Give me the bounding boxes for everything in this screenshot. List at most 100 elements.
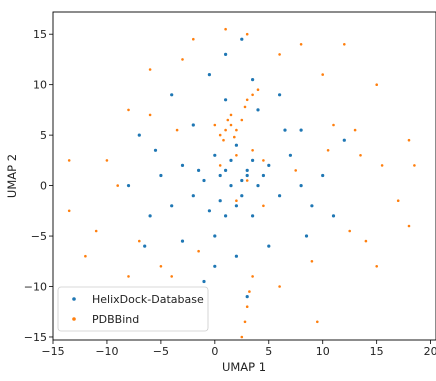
pdbbind-point-58 [116, 184, 119, 187]
helixdock-point-34 [299, 128, 303, 132]
x-tick-label: 15 [370, 345, 384, 358]
x-tick-label: 20 [424, 345, 436, 358]
helixdock-point-11 [278, 194, 282, 198]
helixdock-point-22 [224, 98, 228, 102]
helixdock-point-6 [256, 184, 260, 188]
helixdock-point-23 [191, 123, 195, 127]
helixdock-point-2 [240, 194, 244, 198]
helixdock-point-30 [278, 93, 282, 97]
pdbbind-point-45 [343, 43, 346, 46]
pdbbind-point-62 [148, 113, 152, 117]
helixdock-point-5 [213, 153, 217, 157]
helixdock-point-42 [240, 37, 244, 41]
helixdock-point-20 [148, 214, 152, 218]
helixdock-point-27 [251, 78, 255, 82]
helixdock-point-25 [234, 254, 238, 258]
pdbbind-point-43 [299, 43, 303, 46]
pdbbind-point-15 [251, 149, 254, 152]
y-tick-label: 10 [33, 79, 47, 92]
pdbbind-point-20 [262, 204, 265, 208]
helixdock-point-36 [202, 279, 206, 284]
pdbbind-point-22 [248, 290, 251, 293]
helixdock-point-47 [229, 158, 233, 162]
pdbbind-point-16 [262, 159, 265, 162]
helixdock-point-29 [170, 93, 174, 97]
pdbbind-point-1 [229, 123, 233, 127]
helixdock-point-33 [213, 264, 217, 268]
plot-area-frame [52, 11, 436, 341]
helixdock-point-12 [180, 163, 185, 167]
helixdock-point-53 [207, 209, 211, 213]
pdbbind-point-0 [224, 128, 227, 132]
pdbbind-point-19 [235, 199, 238, 202]
helixdock-point-0 [218, 173, 222, 178]
helixdock-point-40 [143, 244, 147, 248]
helixdock-point-4 [202, 178, 206, 183]
helixdock-point-39 [321, 173, 325, 178]
pdbbind-point-52 [396, 199, 400, 202]
pdbbind-point-26 [278, 285, 281, 288]
y-tick-label: −10 [24, 281, 47, 294]
pdbbind-point-50 [407, 138, 411, 142]
pdbbind-point-41 [245, 32, 249, 36]
pdbbind-point-30 [67, 209, 71, 213]
pdbbind-point-2 [218, 133, 222, 137]
pdbbind-point-56 [310, 260, 314, 263]
pdbbind-point-8 [213, 123, 217, 127]
pdbbind-point-3 [235, 128, 238, 132]
helixdock-point-19 [299, 184, 303, 188]
helixdock-point-41 [304, 234, 309, 238]
y-tick-label: 5 [40, 129, 47, 142]
legend-marker-helixdock [72, 297, 76, 301]
pdbbind-point-40 [224, 27, 227, 31]
pdbbind-point-17 [218, 164, 222, 167]
helixdock-point-10 [267, 163, 271, 167]
pdbbind-point-61 [294, 169, 298, 172]
x-tick-label: −15 [41, 345, 64, 358]
helixdock-point-38 [137, 133, 141, 137]
pdbbind-point-34 [148, 68, 152, 71]
legend: HelixDock-Database PDBBind [57, 286, 209, 332]
helixdock-point-48 [218, 199, 222, 203]
helixdock-point-1 [229, 184, 233, 188]
pdbbind-point-47 [375, 83, 379, 86]
helixdock-point-31 [342, 138, 346, 142]
pdbbind-point-18 [245, 179, 249, 182]
pdbbind-point-6 [233, 135, 236, 139]
pdbbind-point-31 [94, 229, 98, 233]
y-axis-label: UMAP 2 [5, 154, 19, 198]
pdbbind-point-21 [251, 275, 254, 278]
pdbbind-point-65 [175, 128, 179, 132]
pdbbind-point-12 [243, 105, 247, 109]
pdbbind-point-28 [67, 159, 71, 162]
pdbbind-point-9 [229, 113, 233, 117]
pdbbind-point-38 [170, 275, 173, 278]
pdbbind-point-36 [159, 265, 163, 268]
x-tick-label: −5 [153, 345, 169, 358]
pdbbind-point-23 [245, 305, 249, 309]
helixdock-point-45 [153, 148, 158, 152]
y-tick-label: 0 [40, 180, 47, 193]
helixdock-point-51 [261, 173, 265, 178]
pdbbind-point-10 [245, 98, 249, 102]
helixdock-point-8 [224, 214, 228, 218]
data-points-layer [67, 27, 416, 339]
helixdock-point-13 [251, 214, 255, 218]
helixdock-point-16 [170, 204, 174, 208]
legend-label-helixdock: HelixDock-Database [92, 293, 204, 306]
helixdock-point-18 [159, 173, 163, 178]
helixdock-point-52 [240, 178, 244, 183]
pdbbind-point-32 [105, 159, 109, 162]
helixdock-point-43 [207, 73, 211, 77]
legend-marker-pdbbind [72, 317, 76, 321]
x-tick-label: −10 [95, 345, 118, 358]
pdbbind-point-64 [364, 239, 368, 243]
helixdock-point-50 [197, 168, 201, 172]
pdbbind-point-13 [256, 88, 260, 91]
y-tick-label: −5 [31, 230, 47, 243]
pdbbind-point-57 [332, 123, 335, 127]
pdbbind-point-7 [240, 118, 244, 122]
pdbbind-point-54 [375, 265, 379, 268]
pdbbind-point-14 [235, 154, 238, 157]
x-axis-label: UMAP 1 [222, 360, 266, 374]
